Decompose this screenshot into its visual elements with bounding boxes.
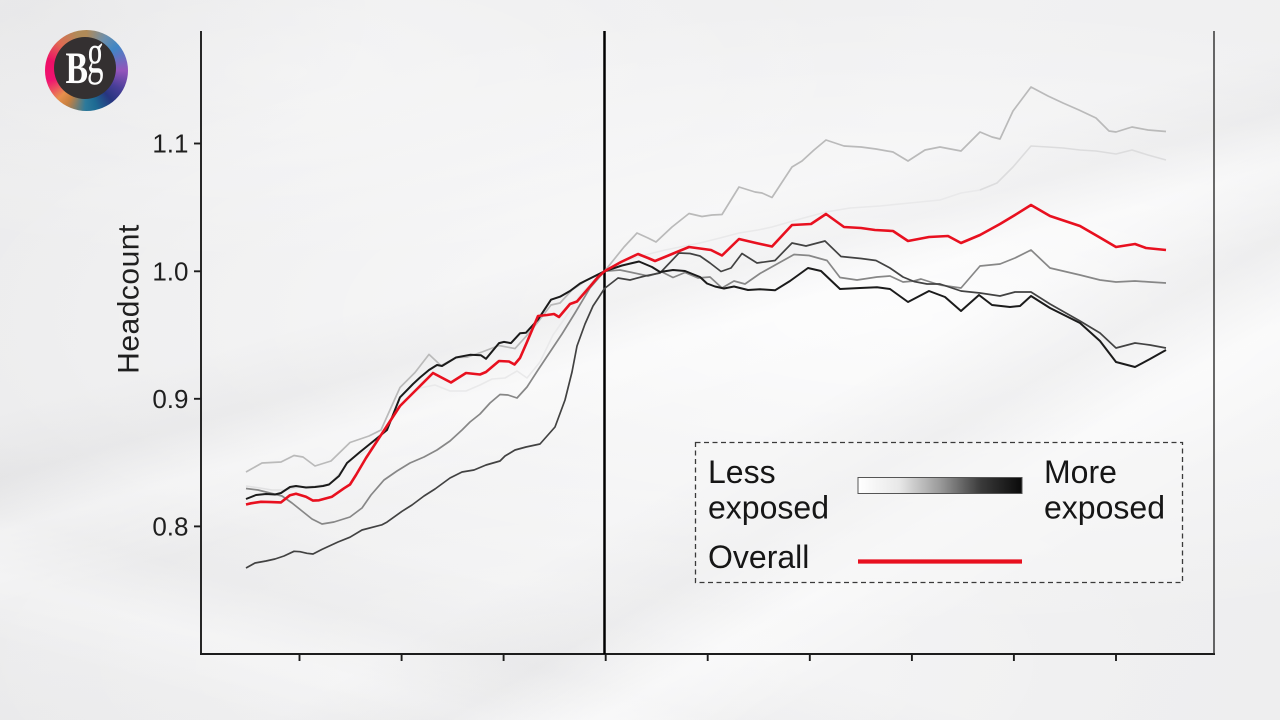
svg-text:Less: Less xyxy=(708,454,776,490)
svg-text:0.9: 0.9 xyxy=(152,384,188,414)
svg-text:Overall: Overall xyxy=(708,539,809,575)
svg-text:g: g xyxy=(87,22,104,85)
svg-text:1.0: 1.0 xyxy=(152,256,188,286)
svg-text:B: B xyxy=(65,43,88,93)
svg-text:exposed: exposed xyxy=(1044,490,1165,526)
svg-text:1.1: 1.1 xyxy=(152,129,188,159)
svg-text:More: More xyxy=(1044,454,1117,490)
svg-text:Headcount: Headcount xyxy=(113,224,146,374)
svg-text:exposed: exposed xyxy=(708,490,829,526)
svg-text:0.8: 0.8 xyxy=(152,511,188,541)
